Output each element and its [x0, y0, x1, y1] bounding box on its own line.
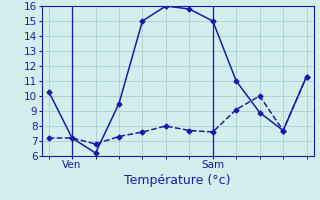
- X-axis label: Température (°c): Température (°c): [124, 174, 231, 187]
